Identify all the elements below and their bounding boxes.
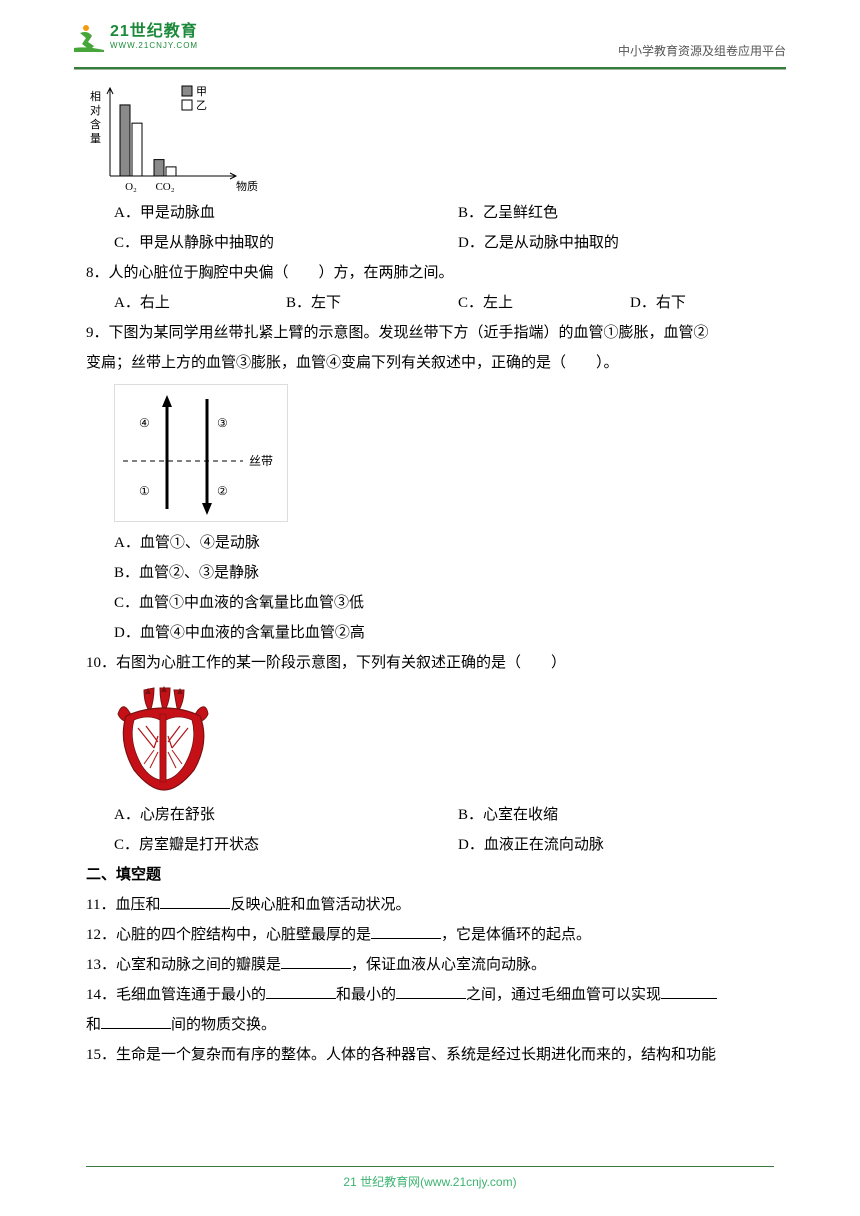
q8-opt-a: A．右上	[86, 288, 258, 318]
svg-text:乙: 乙	[196, 99, 207, 112]
q12-post: ，它是体循环的起点。	[441, 927, 591, 943]
q13-blank-1[interactable]	[281, 953, 351, 970]
svg-text:②: ②	[217, 484, 228, 498]
q14-blank-3[interactable]	[661, 983, 717, 1000]
q7-opt-d: D．乙是从动脉中抽取的	[430, 228, 774, 258]
q11-blank-1[interactable]	[160, 893, 230, 910]
svg-text:相: 相	[90, 90, 101, 103]
footer-rule	[86, 1166, 774, 1167]
q10-opt-c: C．房室瓣是打开状态	[86, 830, 430, 860]
q10-options: A．心房在舒张 B．心室在收缩 C．房室瓣是打开状态 D．血液正在流向动脉	[86, 800, 774, 860]
q14-mid2: 之间，通过毛细血管可以实现	[466, 987, 661, 1003]
q14-pre: 14．毛细血管连通于最小的	[86, 987, 266, 1003]
section-2-title: 二、填空题	[86, 860, 774, 890]
q12-pre: 12．心脏的四个腔结构中，心脏壁最厚的是	[86, 927, 371, 943]
q11-pre: 11．血压和	[86, 897, 160, 913]
q14-line2-post: 间的物质交换。	[171, 1017, 276, 1033]
q11-post: 反映心脏和血管活动状况。	[230, 897, 410, 913]
q13-post: ，保证血液从心室流向动脉。	[351, 957, 546, 973]
svg-text:①: ①	[139, 484, 150, 498]
footer-url: (www.21cnjy.com)	[420, 1175, 516, 1189]
q8-options: A．右上 B．左下 C．左上 D．右下	[86, 288, 774, 318]
q7-opt-c: C．甲是从静脉中抽取的	[86, 228, 430, 258]
q10-text: 10．右图为心脏工作的某一阶段示意图，下列有关叙述正确的是（ ）	[86, 648, 774, 678]
logo-svg	[74, 22, 104, 52]
logo-mark	[74, 22, 104, 52]
q9-text-1: 9．下图为某同学用丝带扎紧上臂的示意图。发现丝带下方（近手指端）的血管①膨胀，血…	[86, 318, 774, 348]
q7-chart: 相 对 含 量 甲 乙 O₂ CO₂ 物质	[86, 80, 256, 198]
brand-url: WWW.21CNJY.COM	[110, 42, 198, 50]
q7-opt-b: B．乙呈鲜红色	[430, 198, 774, 228]
heart-svg	[114, 686, 212, 792]
q14-mid1: 和最小的	[336, 987, 396, 1003]
q10-opt-d: D．血液正在流向动脉	[430, 830, 774, 860]
q8-opt-b: B．左下	[258, 288, 430, 318]
q9-text-2: 变扁；丝带上方的血管③膨胀，血管④变扁下列有关叙述中，正确的是（ ）。	[86, 348, 774, 378]
q11: 11．血压和 反映心脏和血管活动状况。	[86, 890, 774, 920]
q9-opt-a: A．血管①、④是动脉	[86, 528, 774, 558]
q14-line2: 和 间的物质交换。	[86, 1010, 774, 1040]
q14-blank-2[interactable]	[396, 983, 466, 1000]
svg-text:量: 量	[90, 132, 101, 145]
q15: 15．生命是一个复杂而有序的整体。人体的各种器官、系统是经过长期进化而来的，结构…	[86, 1040, 774, 1070]
q10-opt-a: A．心房在舒张	[86, 800, 430, 830]
q14-line2-pre: 和	[86, 1017, 101, 1033]
q9-diagram-svg: 丝带 ④ ③ ① ②	[119, 389, 285, 517]
q14-line1: 14．毛细血管连通于最小的 和最小的 之间，通过毛细血管可以实现	[86, 980, 774, 1010]
svg-text:CO₂: CO₂	[155, 181, 174, 193]
svg-text:③: ③	[217, 416, 228, 430]
svg-text:甲: 甲	[196, 86, 207, 98]
q7-options: A．甲是动脉血 B．乙呈鲜红色 C．甲是从静脉中抽取的 D．乙是从动脉中抽取的	[86, 198, 774, 258]
q13: 13．心室和动脉之间的瓣膜是 ，保证血液从心室流向动脉。	[86, 950, 774, 980]
q12-blank-1[interactable]	[371, 923, 441, 940]
q13-pre: 13．心室和动脉之间的瓣膜是	[86, 957, 281, 973]
brand-name: 21世纪教育	[110, 24, 198, 40]
q7-chart-svg: 相 对 含 量 甲 乙 O₂ CO₂ 物质	[86, 80, 254, 196]
q7-opt-a: A．甲是动脉血	[86, 198, 430, 228]
q14-blank-4[interactable]	[101, 1013, 171, 1030]
q12: 12．心脏的四个腔结构中，心脏壁最厚的是 ，它是体循环的起点。	[86, 920, 774, 950]
svg-text:含: 含	[90, 117, 101, 131]
brand-text: 21世纪教育 WWW.21CNJY.COM	[110, 24, 198, 50]
q9-opt-d: D．血管④中血液的含氧量比血管②高	[86, 618, 774, 648]
header-tagline: 中小学教育资源及组卷应用平台	[618, 42, 786, 59]
q9-options: A．血管①、④是动脉 B．血管②、③是静脉 C．血管①中血液的含氧量比血管③低 …	[86, 528, 774, 648]
svg-text:物质: 物质	[236, 179, 258, 193]
q14-blank-1[interactable]	[266, 983, 336, 1000]
q10-opt-b: B．心室在收缩	[430, 800, 774, 830]
page-footer: 21 世纪教育网(www.21cnjy.com)	[0, 1166, 860, 1190]
q9-diagram: 丝带 ④ ③ ① ②	[114, 384, 288, 522]
svg-text:④: ④	[139, 416, 150, 430]
svg-text:O₂: O₂	[125, 181, 137, 193]
q8-opt-d: D．右下	[602, 288, 774, 318]
q9-opt-c: C．血管①中血液的含氧量比血管③低	[86, 588, 774, 618]
q8-opt-c: C．左上	[430, 288, 602, 318]
svg-text:丝带: 丝带	[249, 454, 273, 468]
page-header: 21世纪教育 WWW.21CNJY.COM 中小学教育资源及组卷应用平台	[0, 0, 860, 70]
page-content: 相 对 含 量 甲 乙 O₂ CO₂ 物质 A．甲是动脉血 B．乙呈鲜红色 C．…	[0, 80, 860, 1070]
q10-heart-diagram	[114, 686, 212, 792]
svg-text:对: 对	[90, 103, 101, 117]
q8-text: 8．人的心脏位于胸腔中央偏（ ）方，在两肺之间。	[86, 258, 774, 288]
footer-text: 21 世纪教育网(www.21cnjy.com)	[0, 1173, 860, 1190]
q9-opt-b: B．血管②、③是静脉	[86, 558, 774, 588]
footer-prefix: 21 世纪教育网	[343, 1175, 420, 1189]
header-rule	[74, 67, 786, 70]
